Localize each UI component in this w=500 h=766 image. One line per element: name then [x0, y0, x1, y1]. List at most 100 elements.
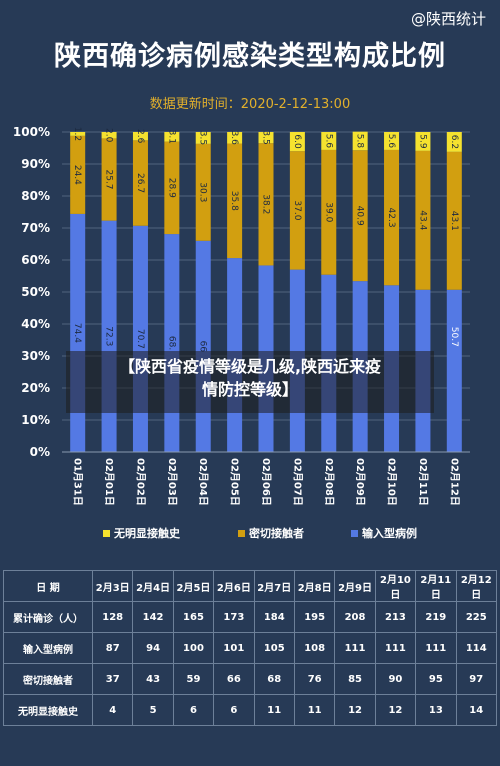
x-tick-label: 01月31日 [72, 458, 84, 506]
bar-segment [352, 150, 368, 282]
x-tick-label: 02月08日 [323, 458, 335, 506]
table-cell: 87 [91, 632, 134, 664]
table-cell: 5 [132, 694, 174, 726]
bar-segment [384, 132, 400, 150]
y-tick-label: 90% [21, 157, 50, 171]
date-column-header: 2月3日 [91, 570, 134, 602]
bar-segment [132, 132, 148, 141]
table-cell: 90 [374, 663, 417, 695]
table-cell: 219 [415, 601, 457, 633]
date-column-header: 2月11日 [415, 570, 457, 602]
y-tick-label: 70% [21, 221, 50, 235]
date-column-header: 2月5日 [172, 570, 215, 602]
table-cell: 12 [334, 694, 376, 726]
data-label: 3.5 [261, 130, 271, 144]
data-label: 43.1 [449, 211, 459, 231]
table-cell: 68 [253, 663, 295, 695]
legend-label: 密切接触者 [249, 526, 304, 540]
table-cell: 111 [415, 632, 457, 664]
table-cell: 6 [213, 694, 255, 726]
y-tick-label: 10% [21, 413, 50, 427]
table-cell: 114 [455, 632, 498, 664]
legend-swatch [103, 530, 110, 537]
x-tick-label: 02月04日 [197, 458, 209, 506]
legend: 无明显接触史 密切接触者 输入型病例 [103, 526, 417, 540]
data-label: 25.7 [104, 169, 114, 189]
date-header: 日 期 [3, 570, 93, 602]
overlay-text[interactable]: 【陕西省疫情等级是几级,陕西近来疫 情防控等级】 [66, 355, 434, 401]
y-tick-label: 60% [21, 253, 50, 267]
row-label: 无明显接触史 [3, 694, 93, 726]
table-cell: 43 [132, 663, 174, 695]
date-column-header: 2月10日 [374, 570, 417, 602]
legend-label: 输入型病例 [362, 526, 417, 540]
bar-segment [446, 132, 462, 152]
y-tick-label: 50% [21, 285, 50, 299]
data-label: 40.9 [355, 206, 365, 226]
data-label: 5.6 [323, 134, 333, 149]
table-cell: 101 [213, 632, 255, 664]
table-cell: 85 [334, 663, 376, 695]
bar-segment [384, 149, 400, 286]
table-cell: 12 [374, 694, 417, 726]
data-label: 74.4 [72, 323, 82, 343]
bar-segment [70, 132, 86, 136]
update-time: 数据更新时间：2020-2-12-13:00 [149, 97, 351, 112]
x-tick-label: 02月10日 [386, 458, 398, 506]
bar-segment [446, 151, 462, 290]
table-cell: 108 [293, 632, 336, 664]
date-column-header: 2月4日 [132, 570, 174, 602]
table-cell: 111 [334, 632, 376, 664]
bar-segment [101, 138, 117, 221]
bar-segment [227, 143, 243, 259]
bar-segment [352, 131, 368, 151]
date-column-header: 2月9日 [334, 570, 376, 602]
bar-segment [321, 149, 337, 275]
date-column-header: 2月7日 [253, 570, 295, 602]
legend-swatch [238, 530, 245, 537]
table-cell: 6 [172, 694, 215, 726]
x-tick-label: 02月07日 [291, 458, 303, 506]
table-cell: 11 [253, 694, 295, 726]
bar-segment [321, 132, 337, 150]
data-label: 28.9 [166, 178, 176, 198]
row-label: 密切接触者 [3, 663, 93, 695]
table-cell: 66 [213, 663, 255, 695]
table-cell: 173 [213, 601, 255, 633]
table-cell: 13 [415, 694, 457, 726]
table-cell: 11 [293, 694, 336, 726]
table-cell: 37 [91, 663, 134, 695]
data-label: 6.2 [449, 135, 459, 149]
date-column-header: 2月6日 [213, 570, 255, 602]
data-label: 3.6 [229, 131, 239, 146]
date-column-header: 2月12日 [455, 570, 498, 602]
table-cell: 94 [132, 632, 174, 664]
y-tick-label: 80% [21, 189, 50, 203]
bar-segment [415, 150, 431, 290]
table-cell: 213 [374, 601, 417, 633]
table-cell: 76 [293, 663, 336, 695]
table-row: 累计确诊（人） 128 142 165 173 184 195 208 213 219 225 [3, 601, 498, 633]
bar-segment [258, 132, 274, 144]
row-label: 累计确诊（人） [3, 601, 93, 633]
data-label: 35.8 [229, 191, 239, 211]
bar-segment [195, 143, 211, 241]
overlay-line-2: 情防控等级】 [201, 380, 298, 399]
data-table: 日 期 2月3日 2月4日 2月5日 2月6日 2月7日 2月8日 2月9日 2月10日 2月1… [3, 570, 498, 726]
data-label: 24.4 [72, 165, 82, 185]
bar-segment [227, 132, 243, 144]
overlay-line-1: 【陕西省疫情等级是几级,陕西近来疫 [118, 357, 382, 376]
data-label: 3.1 [166, 130, 176, 144]
bar-segment [195, 132, 211, 144]
data-label: 68. [166, 336, 176, 350]
bar-segment [101, 132, 117, 139]
x-tick-label: 02月12日 [448, 458, 460, 506]
data-label: 5.6 [386, 134, 396, 149]
data-label: 70.7 [135, 329, 145, 349]
data-label: 2.6 [135, 129, 145, 144]
bar-segment [258, 143, 274, 266]
y-tick-label: 30% [21, 349, 50, 363]
data-label: 39.0 [323, 202, 333, 222]
table-cell: 184 [253, 601, 295, 633]
table-cell: 165 [172, 601, 215, 633]
